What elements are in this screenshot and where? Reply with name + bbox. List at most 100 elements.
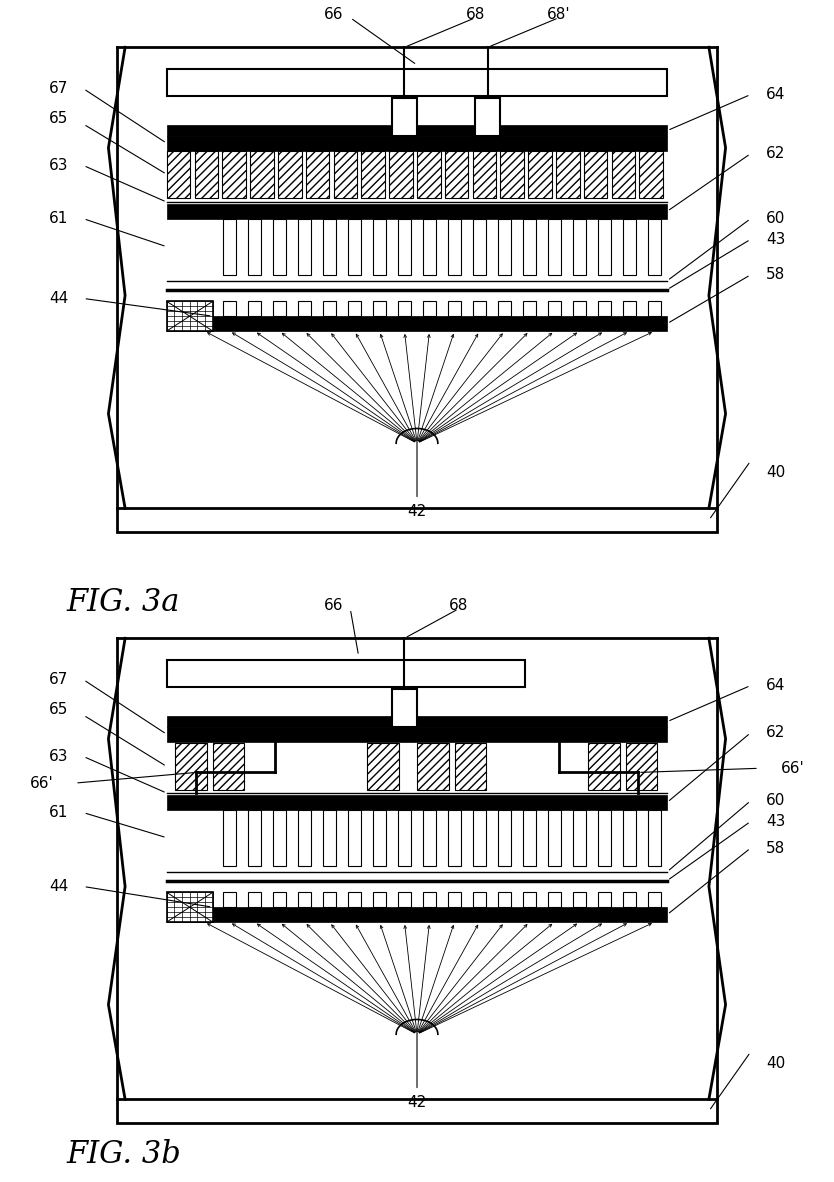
Bar — [167, 125, 667, 136]
Bar — [306, 150, 329, 197]
Bar — [398, 892, 410, 908]
Text: 42: 42 — [407, 504, 427, 519]
Text: 67: 67 — [48, 673, 68, 687]
Text: 66': 66' — [781, 761, 804, 775]
Bar — [223, 150, 246, 197]
Text: 58: 58 — [766, 840, 786, 856]
Bar — [349, 301, 360, 316]
Bar — [588, 743, 620, 790]
Bar — [298, 301, 310, 316]
Text: 65: 65 — [48, 111, 68, 125]
Bar — [498, 892, 510, 908]
Bar — [624, 219, 636, 275]
Bar — [649, 219, 661, 275]
Bar — [398, 301, 410, 316]
Bar — [474, 892, 485, 908]
Bar — [324, 892, 335, 908]
Text: 42: 42 — [407, 1095, 427, 1110]
Text: 66: 66 — [324, 598, 344, 613]
Bar — [556, 150, 580, 197]
Text: 62: 62 — [766, 726, 786, 740]
Bar — [324, 301, 335, 316]
Bar — [611, 150, 636, 197]
Text: 63: 63 — [48, 749, 68, 764]
Bar — [213, 743, 244, 790]
Bar — [574, 892, 585, 908]
Bar — [250, 150, 274, 197]
Text: 44: 44 — [48, 291, 68, 306]
Bar — [361, 150, 385, 197]
Bar — [167, 727, 667, 742]
Bar — [473, 150, 496, 197]
Bar — [449, 892, 461, 908]
Bar — [474, 810, 485, 865]
Bar — [273, 892, 285, 908]
Text: 68': 68' — [547, 7, 570, 22]
Bar — [424, 892, 435, 908]
Bar — [278, 150, 302, 197]
Text: 64: 64 — [766, 678, 786, 693]
Bar — [424, 301, 435, 316]
Bar — [349, 219, 360, 275]
Bar — [475, 98, 500, 136]
Bar — [298, 892, 310, 908]
Bar — [424, 810, 435, 865]
Text: FIG. 3b: FIG. 3b — [67, 1139, 182, 1170]
Text: 60: 60 — [766, 212, 786, 226]
Bar — [549, 219, 560, 275]
Bar — [598, 810, 610, 865]
Bar — [167, 317, 667, 331]
Text: 60: 60 — [766, 793, 786, 808]
Text: 62: 62 — [766, 147, 786, 161]
Bar — [248, 301, 260, 316]
Bar — [223, 301, 236, 316]
Bar — [449, 219, 461, 275]
Text: 67: 67 — [48, 82, 68, 96]
Bar — [549, 810, 560, 865]
Bar — [598, 219, 610, 275]
Bar — [524, 892, 535, 908]
Bar — [624, 892, 636, 908]
Bar — [324, 810, 335, 865]
Bar — [167, 716, 667, 727]
Bar — [273, 301, 285, 316]
Bar — [167, 150, 190, 197]
Text: 40: 40 — [766, 1057, 786, 1071]
Bar — [574, 219, 585, 275]
Bar — [392, 98, 417, 136]
Bar — [298, 810, 310, 865]
Bar — [498, 219, 510, 275]
Bar — [524, 301, 535, 316]
Text: 64: 64 — [766, 87, 786, 102]
Bar — [374, 810, 385, 865]
Bar — [175, 743, 207, 790]
Text: 58: 58 — [766, 267, 786, 282]
Bar — [374, 301, 385, 316]
Bar — [389, 150, 413, 197]
Bar — [374, 219, 385, 275]
Bar — [649, 810, 661, 865]
Bar — [474, 301, 485, 316]
Text: 61: 61 — [48, 212, 68, 226]
Bar — [449, 810, 461, 865]
Bar — [549, 301, 560, 316]
Bar — [498, 810, 510, 865]
Bar — [167, 660, 525, 687]
Bar — [167, 892, 213, 922]
Text: 44: 44 — [48, 879, 68, 894]
Bar — [455, 743, 486, 790]
Bar — [598, 301, 610, 316]
Bar — [417, 150, 440, 197]
Bar — [626, 743, 657, 790]
Bar — [248, 219, 260, 275]
Bar — [334, 150, 357, 197]
Text: 61: 61 — [48, 805, 68, 820]
Bar — [528, 150, 552, 197]
Bar — [167, 204, 667, 219]
Text: 43: 43 — [766, 232, 786, 247]
Text: 40: 40 — [766, 466, 786, 480]
Bar — [223, 810, 236, 865]
Bar — [117, 508, 717, 532]
Bar — [117, 1099, 717, 1123]
Bar — [167, 908, 667, 922]
